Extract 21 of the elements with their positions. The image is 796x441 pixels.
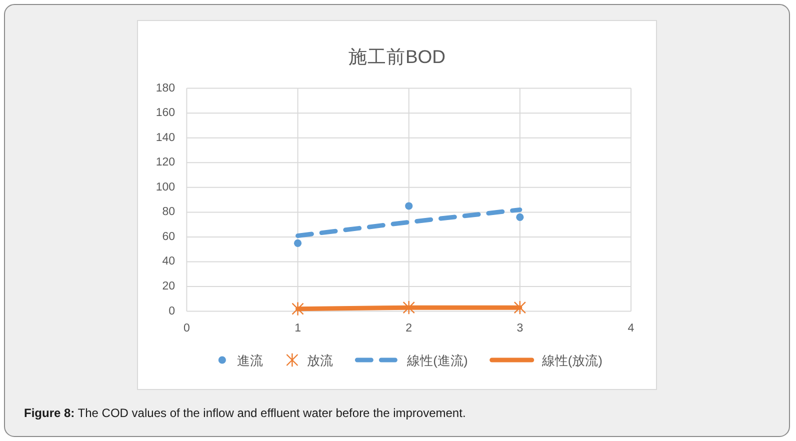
x-tick-label: 1 xyxy=(294,322,301,334)
y-tick-label: 100 xyxy=(156,181,175,194)
legend-label: 進流 xyxy=(237,352,264,368)
y-tick-label: 80 xyxy=(162,206,175,218)
x-tick-label: 4 xyxy=(628,322,635,334)
text: Figure 8: The COD values of the inflow and effluent water before the improvement. xyxy=(24,406,466,420)
y-tick-label: 120 xyxy=(156,156,175,169)
y-tick-label: 160 xyxy=(156,107,175,120)
y-tick-label: 140 xyxy=(156,132,175,144)
x-tick-label: 3 xyxy=(516,322,524,334)
y-tick-label: 40 xyxy=(162,256,175,268)
y-tick-label: 180 xyxy=(156,82,175,94)
legend-label: 線性(進流) xyxy=(406,352,468,368)
y-tick-label: 20 xyxy=(162,280,175,293)
legend-label: 放流 xyxy=(307,352,334,368)
legend-label: 線性(放流) xyxy=(540,352,603,368)
x-tick-label: 0 xyxy=(183,322,190,334)
y-tick-label: 0 xyxy=(168,305,175,318)
chart-title: 施工前BOD xyxy=(348,46,446,66)
x-tick-label: 2 xyxy=(406,322,412,334)
y-tick-label: 60 xyxy=(162,230,175,243)
